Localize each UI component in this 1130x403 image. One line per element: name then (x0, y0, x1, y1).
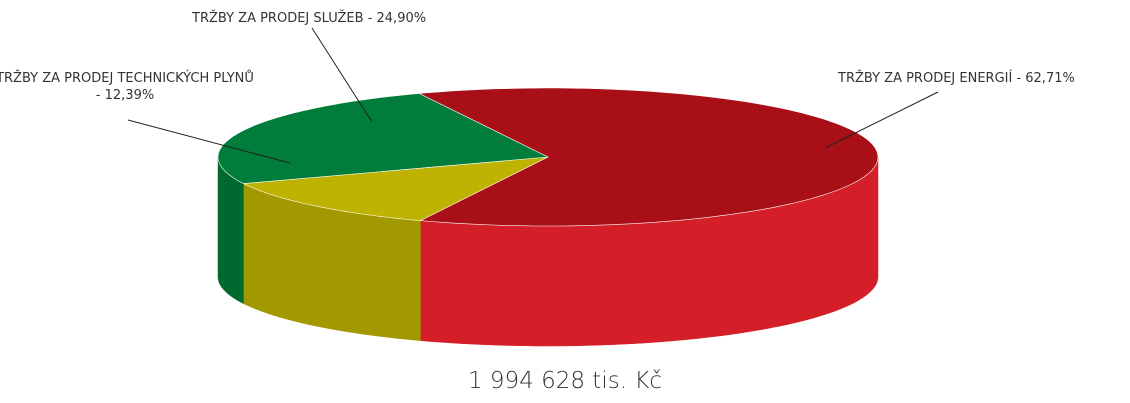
slice-label: TRŽBY ZA PRODEJ SLUŽEB - 24,90% (192, 11, 427, 26)
slice (243, 156, 549, 221)
total-label: 1 994 628 tis. Kč (467, 368, 663, 394)
pie (217, 87, 879, 347)
slice (418, 87, 879, 227)
slice-label: TRŽBY ZA PRODEJ TECHNICKÝCH PLYNŮ - 12,3… (0, 71, 254, 103)
leader-line (127, 119, 291, 164)
leader-line (311, 27, 373, 123)
leader-line (824, 91, 939, 149)
slice (217, 93, 550, 184)
slice-label: TRŽBY ZA PRODEJ ENERGIÍ - 62,71% (838, 71, 1075, 86)
